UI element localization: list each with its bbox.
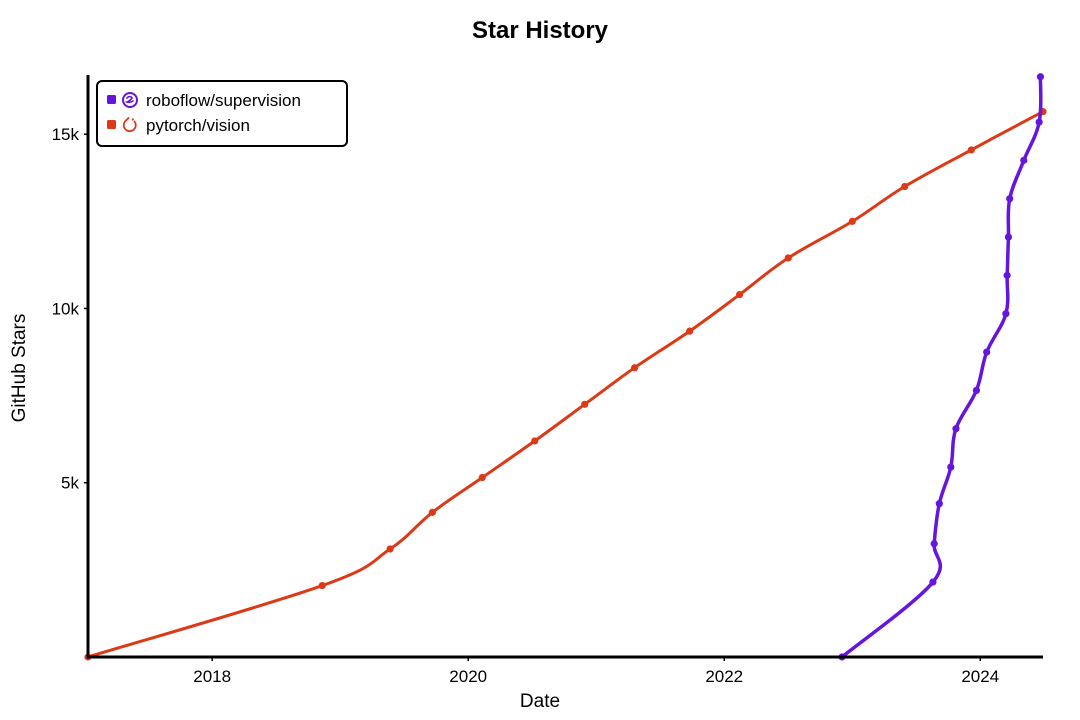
data-point-pytorch-vision xyxy=(848,217,856,225)
data-point-pytorch-vision xyxy=(736,290,744,299)
y-tick-label: 10k xyxy=(52,299,80,318)
data-point-roboflow-supervision xyxy=(929,578,937,586)
x-tick-label: 2018 xyxy=(193,667,231,686)
data-point-pytorch-vision xyxy=(478,473,486,482)
data-point-roboflow-supervision xyxy=(947,463,955,471)
y-tick-label: 5k xyxy=(61,474,79,493)
plot-area xyxy=(84,73,1047,661)
x-tick-label: 2024 xyxy=(961,667,999,686)
data-point-roboflow-supervision xyxy=(935,500,943,508)
series-line-roboflow-supervision xyxy=(840,74,1043,659)
data-point-roboflow-supervision xyxy=(1002,310,1010,318)
pytorch-logo-dot xyxy=(131,118,134,121)
data-point-roboflow-supervision xyxy=(1035,118,1043,126)
legend-swatch xyxy=(107,95,116,104)
data-point-pytorch-vision xyxy=(531,437,539,445)
data-point-pytorch-vision xyxy=(686,327,694,335)
legend-item-pytorch-vision: pytorch/vision xyxy=(107,116,250,135)
y-axis-title: GitHub Stars xyxy=(9,314,30,423)
data-point-pytorch-vision xyxy=(318,581,326,590)
legend-swatch xyxy=(107,120,116,129)
roboflow-logo-icon xyxy=(122,92,138,108)
data-point-roboflow-supervision xyxy=(1020,156,1028,164)
x-tick-label: 2022 xyxy=(705,667,743,686)
pytorch-logo-arc xyxy=(122,117,137,133)
data-point-roboflow-supervision xyxy=(972,386,981,394)
roboflow-logo-mark xyxy=(124,95,134,104)
series-line-pytorch-vision xyxy=(86,110,1045,659)
series-pytorch-vision xyxy=(84,107,1047,661)
legend-item-roboflow-supervision: roboflow/supervision xyxy=(107,91,301,110)
legend-label: pytorch/vision xyxy=(146,116,250,135)
pytorch-logo-icon xyxy=(122,117,137,133)
series-roboflow-supervision xyxy=(838,73,1045,661)
data-point-roboflow-supervision xyxy=(1004,233,1013,241)
data-point-roboflow-supervision xyxy=(952,425,960,433)
legend: roboflow/supervision pytorch/vision xyxy=(96,80,348,147)
data-point-pytorch-vision xyxy=(784,254,792,262)
axes: 2018 2020 2022 2024 5k 10k 15k xyxy=(52,75,1043,686)
data-point-roboflow-supervision xyxy=(1006,195,1014,203)
y-tick-label: 15k xyxy=(52,125,80,144)
data-point-pytorch-vision xyxy=(581,400,589,408)
data-point-pytorch-vision xyxy=(428,508,436,516)
data-point-pytorch-vision xyxy=(631,364,639,372)
x-tick-label: 2020 xyxy=(449,667,487,686)
roboflow-logo-ring xyxy=(122,92,138,108)
chart-title: Star History xyxy=(472,17,609,44)
data-point-roboflow-supervision xyxy=(1003,271,1011,279)
data-point-roboflow-supervision xyxy=(1036,73,1045,81)
data-point-pytorch-vision xyxy=(901,182,909,191)
data-point-pytorch-vision xyxy=(386,545,394,553)
legend-label: roboflow/supervision xyxy=(146,91,301,110)
x-axis-title: Date xyxy=(520,691,560,712)
legend-box xyxy=(96,80,348,147)
data-point-roboflow-supervision xyxy=(983,348,991,356)
data-point-pytorch-vision xyxy=(967,146,975,154)
data-point-roboflow-supervision xyxy=(930,540,938,548)
